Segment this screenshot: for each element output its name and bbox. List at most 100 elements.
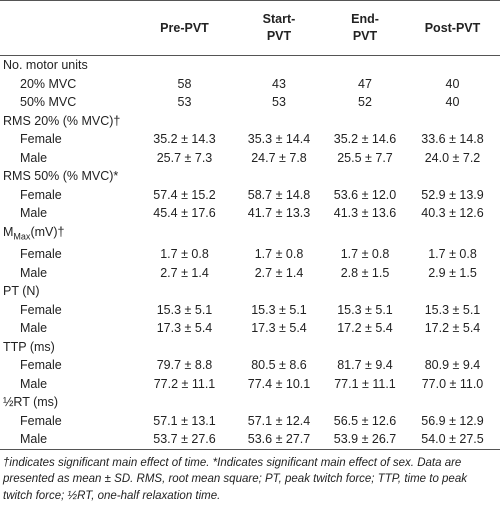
empty-cell bbox=[136, 338, 500, 357]
value-cell: 77.4 ± 10.1 bbox=[247, 376, 311, 391]
header-row: Pre-PVT Start- PVT End- PVT Post-PVT bbox=[0, 0, 500, 56]
value-cell: 52 bbox=[358, 95, 372, 110]
value-cell: 24.7 ± 7.8 bbox=[251, 150, 307, 165]
table-row: Male 77.2 ± 11.1 77.4 ± 10.1 77.1 ± 11.1 77.… bbox=[0, 375, 500, 394]
table-row: MMax(mV)† bbox=[0, 223, 500, 246]
row-label: 20% MVC bbox=[0, 75, 136, 94]
value-cell: 77.2 ± 11.1 bbox=[153, 376, 216, 391]
row-label: Male bbox=[0, 430, 136, 450]
footnote: †indicates significant main effect of ti… bbox=[3, 456, 467, 502]
header-text: Pre-PVT bbox=[160, 20, 209, 35]
value-cell: 2.9 ± 1.5 bbox=[428, 265, 477, 280]
row-label: MMax(mV)† bbox=[0, 223, 136, 246]
row-label: 50% MVC bbox=[0, 93, 136, 112]
value-cell: 17.3 ± 5.4 bbox=[156, 321, 213, 336]
empty-cell bbox=[136, 167, 500, 186]
value-cell: 15.3 ± 5.1 bbox=[251, 302, 307, 317]
table-row: 50% MVC 53 53 52 40 bbox=[0, 93, 500, 112]
table-row: Female 57.1 ± 13.1 57.1 ± 12.4 56.5 ± 12.6 5… bbox=[0, 412, 500, 431]
value-cell: 52.9 ± 13.9 bbox=[421, 187, 484, 202]
row-label: PT (N) bbox=[0, 282, 136, 301]
header-cell bbox=[0, 0, 136, 56]
empty-cell bbox=[136, 393, 500, 412]
table-row: Female 79.7 ± 8.8 80.5 ± 8.6 81.7 ± 9.4 80.9… bbox=[0, 356, 500, 375]
row-label: TTP (ms) bbox=[0, 338, 136, 357]
label-text: Female bbox=[20, 413, 62, 428]
table-row: Male 53.7 ± 27.6 53.6 ± 27.7 53.9 ± 26.7 54.… bbox=[0, 430, 500, 450]
value-cell: 77.0 ± 11.0 bbox=[421, 376, 484, 391]
row-label: Male bbox=[0, 264, 136, 283]
table-row: Male 2.7 ± 1.4 2.7 ± 1.4 2.8 ± 1.5 2.9 ± 1.5 bbox=[0, 264, 500, 283]
table-row: Female 15.3 ± 5.1 15.3 ± 5.1 15.3 ± 5.1 15.3… bbox=[0, 301, 500, 320]
label-text: Female bbox=[20, 187, 62, 202]
value-cell: 53 bbox=[177, 95, 192, 110]
table-row: Female 1.7 ± 0.8 1.7 ± 0.8 1.7 ± 0.8 1.7 ± 0… bbox=[0, 245, 500, 264]
label-subscript: Max bbox=[13, 231, 31, 241]
row-label: Male bbox=[0, 204, 136, 223]
value-cell: 25.5 ± 7.7 bbox=[337, 150, 393, 165]
value-cell: 2.7 ± 1.4 bbox=[254, 265, 304, 280]
value-cell: 57.1 ± 12.4 bbox=[247, 413, 311, 428]
value-cell: 35.2 ± 14.3 bbox=[153, 132, 216, 147]
row-label: Female bbox=[0, 356, 136, 375]
value-cell: 58 bbox=[177, 76, 192, 91]
value-cell: 57.1 ± 13.1 bbox=[153, 413, 216, 428]
label-text: (mV)† bbox=[30, 224, 65, 239]
value-cell: 56.5 ± 12.6 bbox=[333, 413, 397, 428]
label-text: Male bbox=[20, 432, 48, 447]
table-row: RMS 50% (% MVC)* bbox=[0, 167, 500, 186]
label-text: Male bbox=[20, 150, 48, 165]
data-table: Pre-PVT Start- PVT End- PVT Post-PVT No. moto… bbox=[0, 0, 500, 450]
row-label: RMS 50% (% MVC)* bbox=[0, 167, 136, 186]
value-cell: 41.7 ± 13.3 bbox=[247, 206, 311, 221]
table-row: Male 17.3 ± 5.4 17.3 ± 5.4 17.2 ± 5.4 17.2 ±… bbox=[0, 319, 500, 338]
label-text: RMS 50% (% MVC)* bbox=[3, 169, 119, 184]
value-cell: 17.2 ± 5.4 bbox=[337, 321, 393, 336]
value-cell: 53.7 ± 27.6 bbox=[136, 430, 233, 450]
value-cell: 54.0 ± 27.5 bbox=[405, 430, 500, 450]
label-text: Male bbox=[20, 206, 48, 221]
value-cell: 53.9 ± 26.7 bbox=[325, 430, 405, 450]
value-cell: 2.8 ± 1.5 bbox=[340, 265, 390, 280]
empty-cell bbox=[136, 56, 500, 75]
header-text: PVT bbox=[352, 29, 378, 43]
table-row: 20% MVC 58 43 47 40 bbox=[0, 75, 500, 94]
empty-cell bbox=[136, 282, 500, 301]
row-label: Female bbox=[0, 130, 136, 149]
value-cell: 17.3 ± 5.4 bbox=[251, 321, 307, 336]
label-text: Female bbox=[20, 358, 62, 373]
label-text: Female bbox=[20, 132, 62, 147]
table-row: PT (N) bbox=[0, 282, 500, 301]
value-cell: 15.3 ± 5.1 bbox=[424, 302, 481, 317]
label-text: No. motor units bbox=[3, 58, 88, 73]
label-text: Male bbox=[20, 376, 48, 391]
header-cell: Start- PVT bbox=[233, 0, 325, 56]
value-cell: 77.1 ± 11.1 bbox=[334, 376, 396, 391]
row-label: No. motor units bbox=[0, 56, 136, 75]
value-cell: 81.7 ± 9.4 bbox=[337, 358, 393, 373]
value-cell: 53.6 ± 27.7 bbox=[233, 430, 325, 450]
row-label: Male bbox=[0, 375, 136, 394]
value-cell: 1.7 ± 0.8 bbox=[428, 247, 477, 262]
value-cell: 2.7 ± 1.4 bbox=[160, 265, 209, 280]
value-cell: 15.3 ± 5.1 bbox=[337, 302, 393, 317]
value-cell: 58.7 ± 14.8 bbox=[247, 187, 311, 202]
value-cell: 1.7 ± 0.8 bbox=[340, 247, 390, 262]
value-cell: 45.4 ± 17.6 bbox=[153, 206, 216, 221]
row-label: Male bbox=[0, 149, 136, 168]
label-text: RMS 20% (% MVC)† bbox=[3, 113, 121, 128]
header-text: PVT bbox=[266, 29, 292, 43]
table-row: No. motor units bbox=[0, 56, 500, 75]
header-cell: Pre-PVT bbox=[136, 0, 233, 56]
value-cell: 56.9 ± 12.9 bbox=[421, 413, 484, 428]
header-cell: End- PVT bbox=[325, 0, 405, 56]
table-row: Female 35.2 ± 14.3 35.3 ± 14.4 35.2 ± 14.6 3… bbox=[0, 130, 500, 149]
table-row: Female 57.4 ± 15.2 58.7 ± 14.8 53.6 ± 12.0 5… bbox=[0, 186, 500, 205]
empty-cell bbox=[136, 112, 500, 131]
header-cell: Post-PVT bbox=[405, 0, 500, 56]
table-body: No. motor units 20% MVC 58 43 47 40 50% MVC 53 5… bbox=[0, 56, 500, 450]
value-cell: 79.7 ± 8.8 bbox=[156, 358, 213, 373]
table-row: TTP (ms) bbox=[0, 338, 500, 357]
value-cell: 33.6 ± 14.8 bbox=[421, 132, 484, 147]
table-row: ½RT (ms) bbox=[0, 393, 500, 412]
